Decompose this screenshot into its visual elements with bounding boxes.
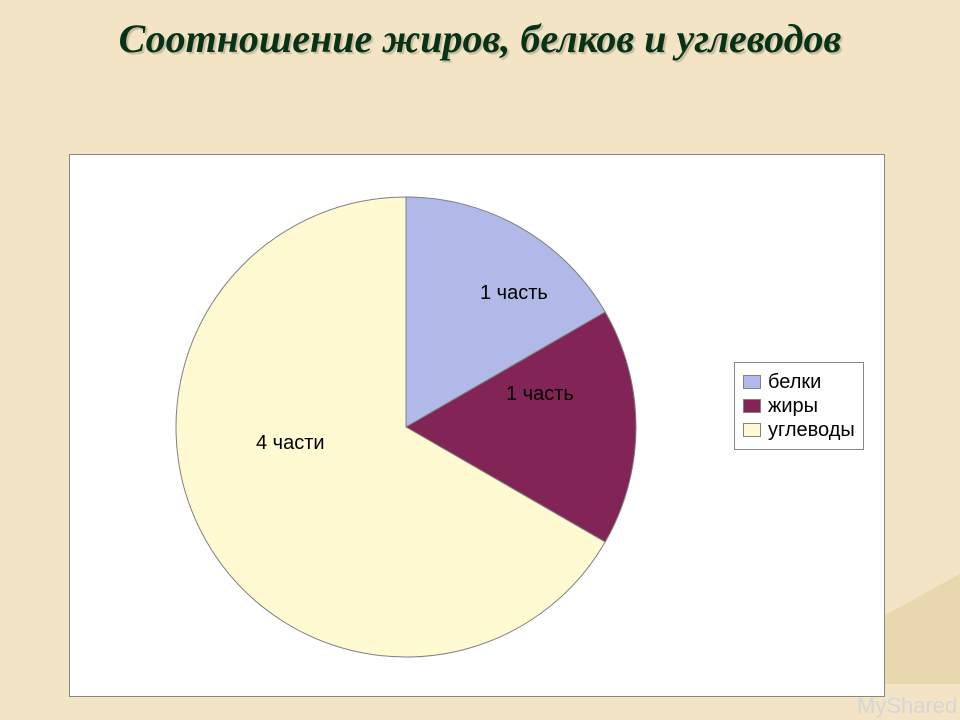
legend-item-carbs: углеводы xyxy=(743,419,855,441)
legend-label: белки xyxy=(768,371,821,393)
slide: Соотношение жиров, белков и углеводов бе… xyxy=(0,0,960,720)
legend-label: углеводы xyxy=(768,419,855,441)
page-title: Соотношение жиров, белков и углеводов xyxy=(0,14,960,64)
slice-label-carbs: 4 части xyxy=(256,432,325,455)
legend-swatch xyxy=(743,399,761,413)
slice-label-proteins: 1 часть xyxy=(480,282,548,305)
legend-label: жиры xyxy=(768,395,818,417)
legend: белкижирыуглеводы xyxy=(734,362,864,450)
legend-swatch xyxy=(743,375,761,389)
legend-item-fats: жиры xyxy=(743,395,855,417)
legend-swatch xyxy=(743,423,761,437)
slice-label-fats: 1 часть xyxy=(506,383,574,406)
legend-item-proteins: белки xyxy=(743,371,855,393)
